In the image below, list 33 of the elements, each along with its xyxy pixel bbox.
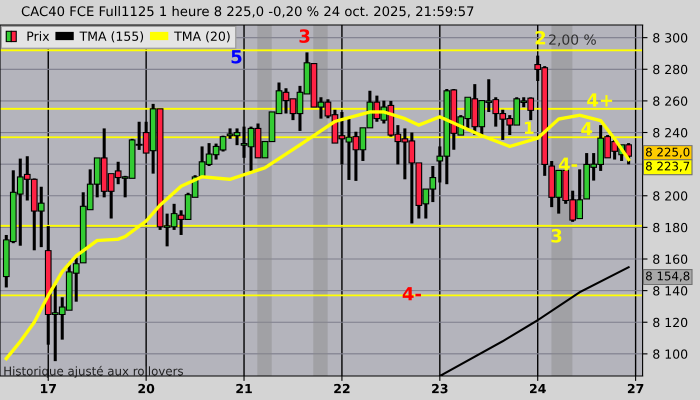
y-tick-label: 8 180 — [653, 222, 688, 232]
y-tick-label: 8 100 — [653, 349, 688, 359]
y-tick-label: 8 160 — [653, 254, 688, 264]
text: 8 154,8 — [646, 272, 690, 282]
text: 8 225,0 — [646, 148, 690, 158]
y-tick-label: 8 140 — [653, 286, 688, 296]
y-tick-label: 8 260 — [653, 96, 688, 106]
legend-label: Prix — [27, 31, 50, 41]
y-tick-label: 8 200 — [653, 191, 688, 201]
x-tick-label: 20 — [138, 384, 154, 394]
legend-label: TMA (20) — [174, 31, 230, 42]
text: 8 223,7 — [646, 162, 690, 172]
annotation: 4- — [558, 158, 578, 171]
y-tick-label: 8 300 — [653, 33, 688, 43]
annotation: 5 — [232, 50, 242, 64]
y-tick-label: 8 120 — [653, 318, 688, 328]
x-tick-label: 21 — [236, 384, 252, 394]
y-tick-label: 8 280 — [653, 64, 688, 74]
y-tick-label: 8 240 — [653, 128, 688, 138]
annotation: 4+ — [587, 93, 612, 106]
annotation: 4 — [581, 122, 592, 136]
x-tick-label: 22 — [334, 384, 350, 394]
annotation: 2,00 % — [549, 34, 596, 46]
x-tick-label: 24 — [530, 384, 546, 394]
x-tick-label: 17 — [40, 384, 56, 394]
annotation: 2 — [536, 30, 546, 44]
annotation: 3 — [551, 228, 562, 243]
x-tick-label: 23 — [432, 384, 448, 394]
legend-label: TMA (155) — [80, 31, 144, 42]
x-tick-label: 27 — [628, 384, 644, 394]
chart-title: CAC40 FCE Full1125 1 heure 8 225,0 -0,20 % 24 oct. 2025, 21:59:57 — [22, 6, 474, 18]
annotation: 3 — [300, 29, 310, 43]
annotation: 1 — [524, 122, 534, 134]
